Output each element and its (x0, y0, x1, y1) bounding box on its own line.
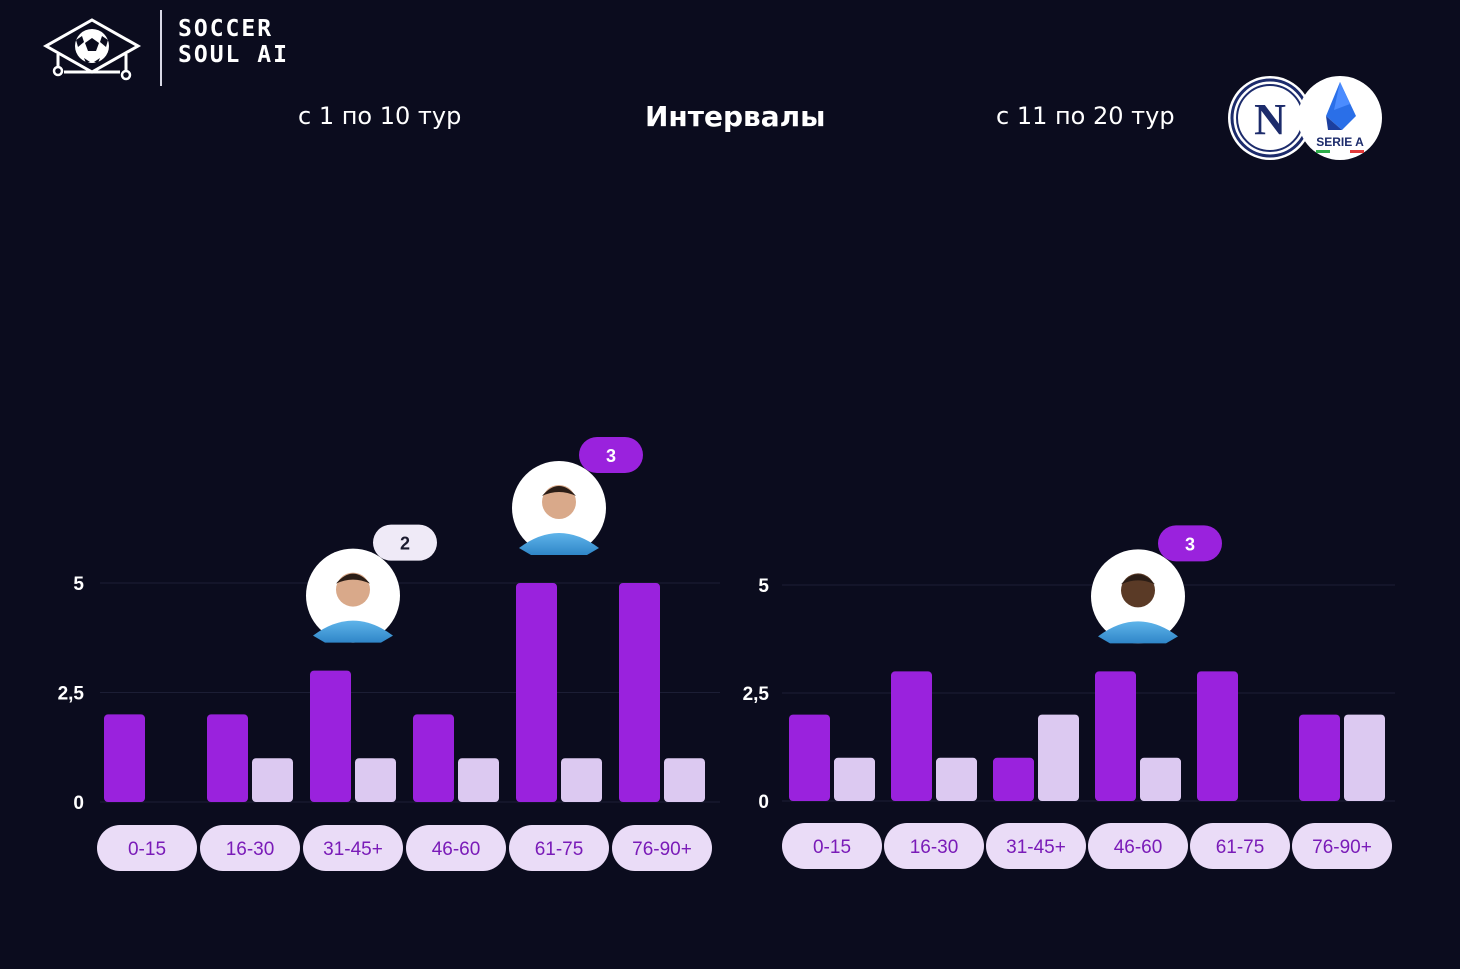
bar-primary (207, 714, 248, 802)
bar-secondary (1140, 757, 1181, 801)
y-tick-label: 0 (758, 792, 769, 813)
player-shirt (1098, 621, 1178, 644)
category-pill (1088, 823, 1188, 869)
page-title: Интервалы (645, 100, 826, 133)
bar-secondary (1344, 714, 1385, 801)
category-label: 0-15 (813, 837, 851, 858)
soccer-ball-cap-icon (42, 18, 142, 81)
bar-primary (104, 714, 145, 802)
category-label: 61-75 (535, 839, 584, 860)
category-label: 61-75 (1216, 837, 1265, 858)
category-label: 16-30 (226, 839, 275, 860)
bar-primary (413, 714, 454, 802)
bar-primary (1095, 671, 1136, 801)
count-bubble (579, 437, 643, 473)
bar-primary (891, 671, 932, 801)
category-label: 76-90+ (1312, 837, 1372, 858)
bar-primary (993, 757, 1034, 801)
bar-secondary (936, 757, 977, 801)
soccer-soul-ai-logo: SOCCER SOUL AI (40, 10, 310, 88)
category-pill (782, 823, 882, 869)
category-label: 46-60 (1114, 837, 1163, 858)
player-hair (1121, 574, 1155, 585)
bar-secondary (1038, 714, 1079, 801)
category-pill (1190, 823, 1290, 869)
category-pill (1292, 823, 1392, 869)
category-pill (303, 825, 403, 871)
category-pill (986, 823, 1086, 869)
player-head (1121, 573, 1155, 608)
bar-primary (789, 714, 830, 801)
count-bubble (373, 524, 437, 561)
count-value: 3 (1185, 534, 1195, 554)
category-label: 46-60 (432, 839, 481, 860)
y-tick-label: 2,5 (743, 684, 770, 705)
category-pill (884, 823, 984, 869)
y-tick-label: 5 (73, 574, 84, 595)
y-tick-label: 0 (73, 793, 84, 814)
bar-secondary (458, 758, 499, 802)
player-head (542, 485, 576, 519)
category-label: 31-45+ (1006, 837, 1066, 858)
bar-primary (1299, 714, 1340, 801)
period-label-left: с 1 по 10 тур (298, 102, 462, 130)
bar-primary (1197, 671, 1238, 801)
logo-text-line2: SOUL AI (178, 42, 289, 68)
category-label: 31-45+ (323, 839, 383, 860)
period-label-right: с 11 по 20 тур (996, 102, 1175, 130)
bar-primary (516, 583, 557, 802)
count-value: 2 (400, 534, 410, 554)
category-pill (97, 825, 197, 871)
napoli-letter: N (1254, 95, 1286, 144)
player-shirt (519, 533, 599, 555)
count-value: 3 (606, 446, 616, 466)
serie-a-badge: SERIE A (1298, 76, 1382, 160)
y-tick-label: 2,5 (58, 684, 85, 705)
category-pill (406, 825, 506, 871)
category-label: 76-90+ (632, 839, 692, 860)
category-pill (612, 825, 712, 871)
bar-secondary (355, 758, 396, 802)
player-head (336, 572, 370, 607)
serie-a-label: SERIE A (1316, 135, 1364, 149)
category-label: 0-15 (128, 839, 166, 860)
logo-text-line1: SOCCER (178, 16, 274, 42)
bar-primary (310, 670, 351, 802)
y-tick-label: 5 (758, 576, 769, 597)
bar-secondary (834, 757, 875, 801)
player-hair (542, 486, 576, 496)
player-hair (336, 573, 370, 584)
logo-divider (160, 10, 162, 86)
category-label: 16-30 (910, 837, 959, 858)
bar-secondary (664, 758, 705, 802)
category-pill (200, 825, 300, 871)
player-shirt (313, 620, 393, 643)
bar-secondary (252, 758, 293, 802)
logo-text: SOCCER SOUL AI (178, 16, 289, 68)
bar-primary (619, 583, 660, 802)
bar-secondary (561, 758, 602, 802)
category-pill (509, 825, 609, 871)
count-bubble (1158, 525, 1222, 562)
